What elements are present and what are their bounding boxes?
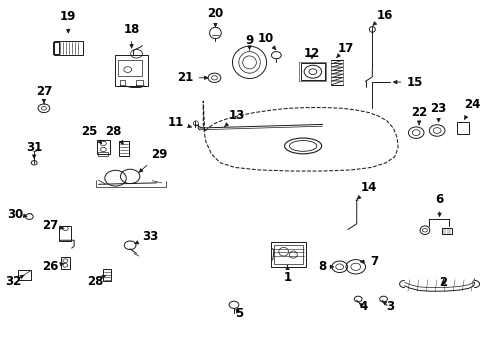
Text: 27: 27 bbox=[42, 219, 64, 233]
Text: 32: 32 bbox=[5, 275, 24, 288]
Bar bbox=[54, 41, 83, 55]
Text: 33: 33 bbox=[135, 230, 158, 244]
Text: 25: 25 bbox=[81, 125, 102, 144]
Text: 8: 8 bbox=[318, 260, 333, 273]
Text: 2: 2 bbox=[439, 276, 447, 289]
Text: 13: 13 bbox=[224, 109, 245, 127]
Bar bbox=[300, 63, 325, 80]
Text: 3: 3 bbox=[382, 300, 393, 313]
Text: 23: 23 bbox=[429, 103, 446, 122]
Text: 30: 30 bbox=[7, 208, 27, 221]
Text: 21: 21 bbox=[177, 71, 207, 84]
Text: 18: 18 bbox=[123, 23, 140, 48]
Bar bbox=[456, 122, 468, 134]
Text: 31: 31 bbox=[26, 141, 42, 158]
Bar bbox=[61, 257, 70, 269]
Text: 28: 28 bbox=[105, 125, 123, 144]
Bar bbox=[270, 242, 305, 267]
Text: 10: 10 bbox=[257, 32, 275, 50]
Text: 4: 4 bbox=[359, 300, 366, 313]
Text: 20: 20 bbox=[207, 7, 223, 27]
Bar bbox=[98, 152, 108, 156]
Text: 29: 29 bbox=[139, 148, 167, 172]
Bar bbox=[118, 60, 142, 76]
Bar bbox=[18, 270, 31, 280]
Bar bbox=[103, 269, 111, 281]
Text: 19: 19 bbox=[60, 10, 76, 33]
Text: 17: 17 bbox=[336, 41, 353, 58]
Bar bbox=[441, 228, 451, 234]
Text: 6: 6 bbox=[434, 193, 443, 216]
Text: 24: 24 bbox=[463, 98, 479, 119]
Bar bbox=[96, 140, 110, 154]
Text: 26: 26 bbox=[42, 260, 64, 273]
Text: 1: 1 bbox=[283, 265, 291, 284]
Text: 15: 15 bbox=[393, 76, 422, 89]
Bar bbox=[53, 42, 59, 54]
Bar bbox=[115, 55, 148, 86]
Bar bbox=[119, 141, 128, 156]
Text: 16: 16 bbox=[372, 9, 392, 25]
Text: 27: 27 bbox=[36, 85, 52, 103]
Text: 12: 12 bbox=[303, 47, 319, 60]
Text: 11: 11 bbox=[167, 116, 191, 129]
Bar bbox=[299, 62, 325, 81]
Bar bbox=[330, 59, 343, 85]
Text: 9: 9 bbox=[245, 34, 253, 50]
Text: 22: 22 bbox=[410, 106, 427, 125]
Text: 5: 5 bbox=[234, 307, 243, 320]
Text: 14: 14 bbox=[357, 181, 376, 199]
Text: 7: 7 bbox=[360, 255, 378, 268]
Text: 28: 28 bbox=[87, 275, 106, 288]
Bar bbox=[274, 245, 302, 264]
Bar bbox=[59, 226, 71, 240]
